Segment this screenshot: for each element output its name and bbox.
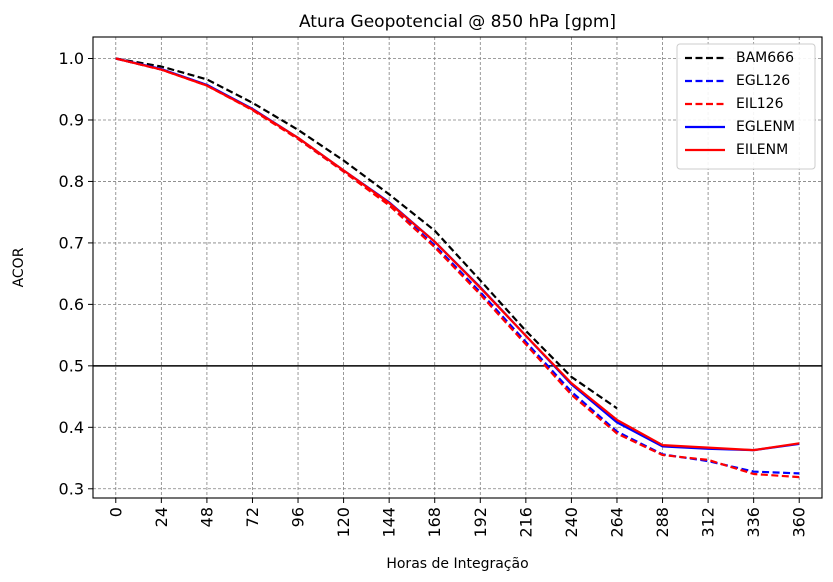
legend-label-eglenm: EGLENM <box>736 119 795 135</box>
series-line-bam666 <box>115 57 618 410</box>
x-tick-label-336: 336 <box>744 507 763 538</box>
x-tick-label-240: 240 <box>562 507 581 538</box>
y-tick-label-0.9: 0.9 <box>59 110 84 129</box>
y-tick-label-1.0: 1.0 <box>59 49 84 68</box>
x-tick-label-192: 192 <box>471 507 490 538</box>
y-tick-label-0.5: 0.5 <box>59 356 84 375</box>
x-tick-label-72: 72 <box>243 507 262 527</box>
plot-frame <box>92 36 823 499</box>
y-tick-label-0.6: 0.6 <box>59 295 84 314</box>
x-tick-label-264: 264 <box>607 507 626 538</box>
x-tick-label-168: 168 <box>425 507 444 538</box>
y-tick-label-0.3: 0.3 <box>59 479 84 498</box>
y-tick-label-0.7: 0.7 <box>59 233 84 252</box>
x-tick-label-0: 0 <box>106 507 125 517</box>
x-axis-label: Horas de Integração <box>386 556 528 572</box>
legend-label-bam666: BAM666 <box>736 50 794 66</box>
y-ticks: 0.3 0.4 0.5 0.6 0.7 0.8 0.9 1.0 <box>59 49 93 498</box>
legend-label-eilenm: EILENM <box>736 142 788 158</box>
x-ticks: 0 24 48 72 96 120 144 168 192 216 240 264 288 312 336 3… <box>106 498 809 538</box>
y-axis-label: ACOR <box>11 247 27 287</box>
x-tick-label-96: 96 <box>289 507 308 527</box>
legend-label-eil126: EIL126 <box>736 96 784 112</box>
x-tick-label-216: 216 <box>516 507 535 538</box>
legend-box <box>676 43 816 170</box>
series-lines <box>115 57 800 479</box>
x-tick-label-120: 120 <box>334 507 353 538</box>
x-tick-label-288: 288 <box>653 507 672 538</box>
x-tick-label-312: 312 <box>699 507 718 538</box>
chart-title: Atura Geopotencial @ 850 hPa [gpm] <box>299 12 616 32</box>
x-tick-label-144: 144 <box>380 507 399 538</box>
y-tick-label-0.4: 0.4 <box>59 418 84 437</box>
series-line-eilenm <box>115 57 800 452</box>
legend: BAM666 EGL126 EIL126 EGLENM EILENM <box>676 43 816 170</box>
x-tick-label-360: 360 <box>790 507 809 538</box>
legend-label-egl126: EGL126 <box>736 73 790 89</box>
x-tick-label-24: 24 <box>152 507 171 527</box>
x-tick-label-48: 48 <box>197 507 216 527</box>
y-tick-label-0.8: 0.8 <box>59 172 84 191</box>
